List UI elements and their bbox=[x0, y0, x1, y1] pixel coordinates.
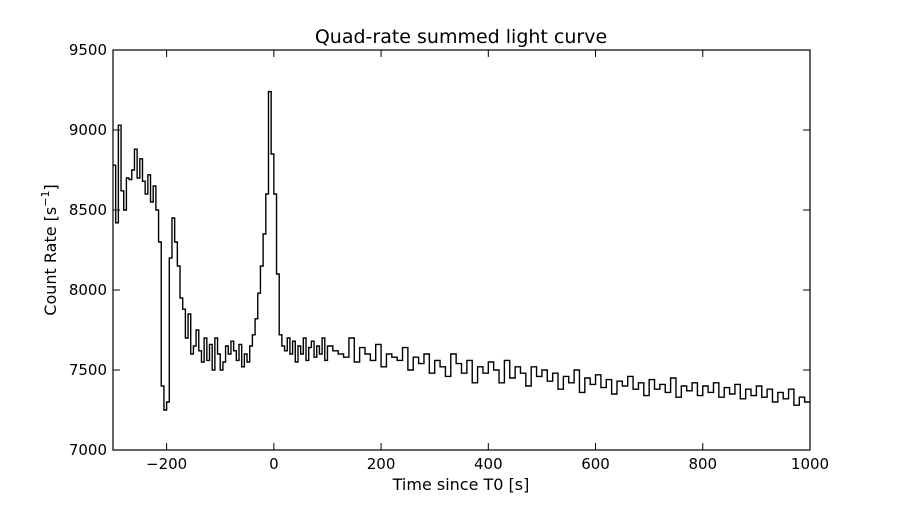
x-tick-label: 600 bbox=[581, 455, 610, 473]
y-tick-label: 7500 bbox=[69, 361, 107, 379]
y-tick-label: 8000 bbox=[69, 281, 107, 299]
y-tick-label: 9000 bbox=[69, 121, 107, 139]
y-tick-label: 7000 bbox=[69, 441, 107, 459]
x-axis-label: Time since T0 [s] bbox=[392, 475, 530, 494]
y-axis-label-end: ] bbox=[41, 184, 60, 190]
x-tick-label: 800 bbox=[688, 455, 717, 473]
light-curve-series-0 bbox=[113, 90, 810, 411]
y-axis-label: Count Rate [s−1] bbox=[39, 184, 60, 315]
x-tick-label: 400 bbox=[474, 455, 503, 473]
x-tick-label: −200 bbox=[146, 455, 187, 473]
plot-frame bbox=[112, 49, 811, 451]
data-layer bbox=[113, 90, 810, 411]
y-tick-label: 9500 bbox=[69, 41, 107, 59]
y-tick-label: 8500 bbox=[69, 201, 107, 219]
x-tick-label: 200 bbox=[367, 455, 396, 473]
y-axis-label-superscript: −1 bbox=[39, 191, 52, 207]
x-tick-label: 0 bbox=[269, 455, 279, 473]
y-axis-label-main: Count Rate [s bbox=[41, 207, 60, 316]
x-tick-label: 1000 bbox=[791, 455, 829, 473]
chart-title: Quad-rate summed light curve bbox=[315, 26, 607, 48]
